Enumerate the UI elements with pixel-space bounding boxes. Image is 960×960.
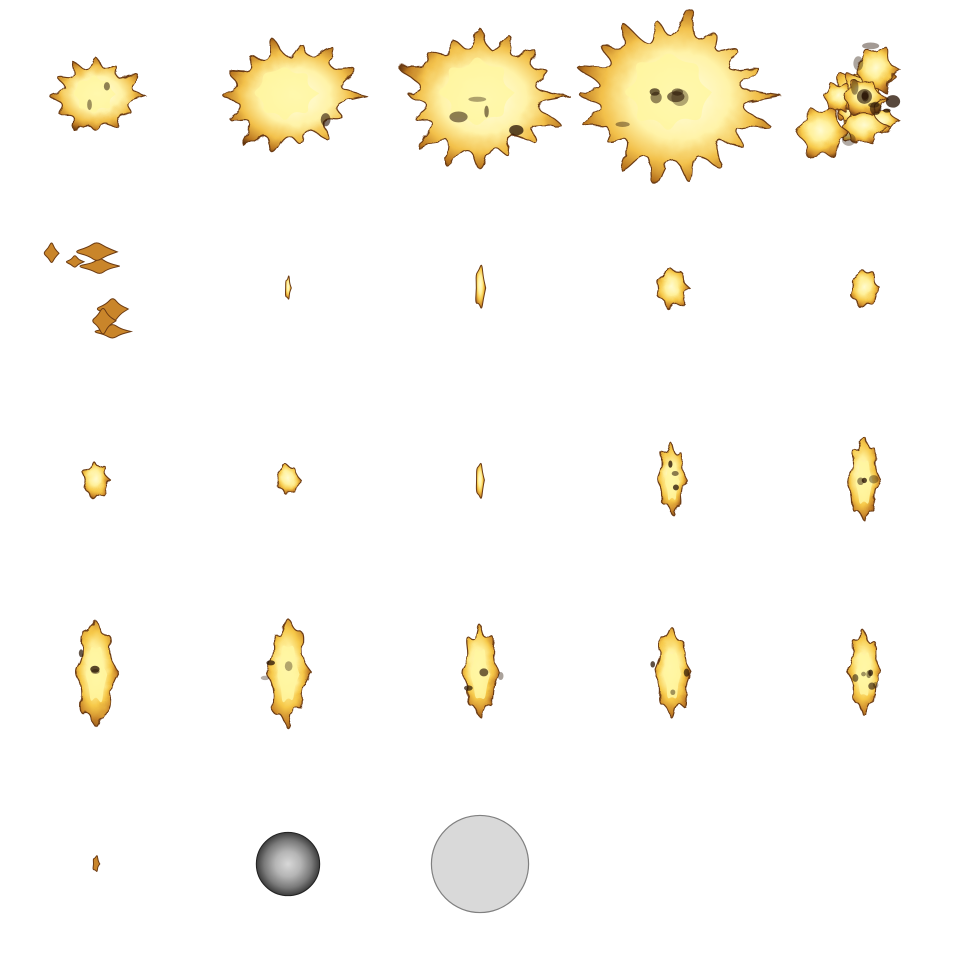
sprite-frame-12 — [276, 463, 302, 496]
sprite-frame-18 — [461, 624, 504, 717]
sprite-frame-10 — [850, 268, 882, 309]
sprite-frame-14 — [657, 443, 688, 515]
sprite-frame-17 — [260, 618, 313, 729]
sprite-frame-4 — [577, 7, 782, 185]
sprite-frame-2 — [222, 38, 368, 154]
sprite-frame-9 — [656, 267, 691, 311]
sprite-frame-20 — [848, 630, 883, 716]
sprite-frame-5 — [796, 42, 902, 159]
sprite-frame-3 — [397, 27, 571, 170]
sprite-frame-23 — [430, 814, 530, 914]
sprite-frame-6 — [43, 242, 134, 339]
sprite-frame-15 — [846, 436, 882, 521]
sprite-frame-21 — [92, 855, 101, 872]
sprite-frame-19 — [650, 626, 692, 719]
sprite-frame-13 — [475, 462, 485, 499]
sprite-frame-22 — [255, 831, 321, 897]
sprite-frame-11 — [82, 460, 112, 500]
sprite-frame-8 — [475, 264, 487, 309]
sprite-frame-16 — [75, 620, 120, 728]
sprite-frame-7 — [284, 275, 292, 300]
sprite-frame-1 — [49, 57, 148, 131]
